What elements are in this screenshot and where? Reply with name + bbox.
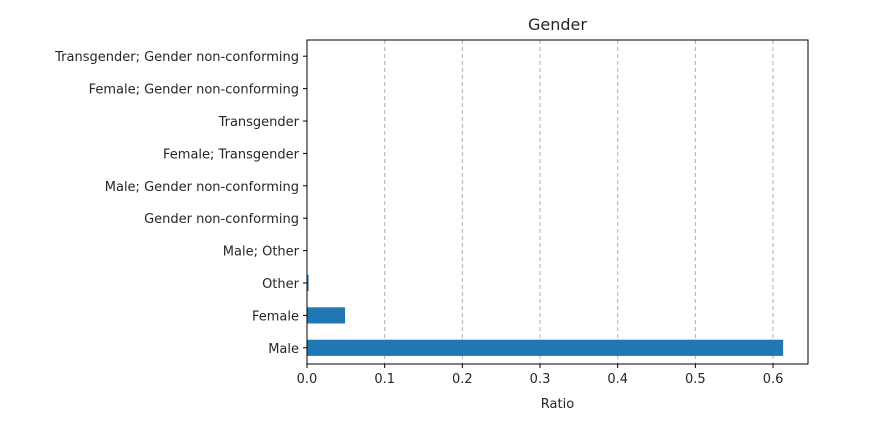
x-tick-label: 0.2 (452, 372, 473, 387)
y-tick-label: Transgender (218, 115, 300, 130)
bar (307, 307, 346, 324)
bars (307, 48, 784, 356)
y-tick-label: Female; Transgender (163, 147, 300, 162)
x-tick-label: 0.1 (374, 372, 395, 387)
x-tick-label: 0.4 (607, 372, 628, 387)
bar (307, 274, 309, 292)
x-axis: 0.0 0.1 0.2 0.3 0.4 0.5 0.6 (297, 364, 784, 387)
y-tick-label: Male (268, 342, 299, 357)
bar (307, 339, 784, 356)
x-tick-label: 0.6 (763, 372, 784, 387)
chart-title: Gender (528, 15, 587, 34)
y-axis: Male Female Other Male; Other Gender non-con… (54, 50, 307, 357)
y-tick-label: Other (262, 277, 300, 292)
grid-lines (384, 40, 774, 364)
x-tick-label: 0.5 (685, 372, 706, 387)
y-tick-label: Male; Other (223, 245, 300, 260)
plot-frame (306, 39, 809, 365)
y-tick-label: Male; Gender non-conforming (105, 180, 299, 195)
x-axis-label: Ratio (541, 397, 574, 412)
x-tick-label: 0.0 (297, 372, 318, 387)
y-tick-label: Female (252, 309, 299, 324)
y-tick-label: Gender non-conforming (144, 212, 299, 227)
y-tick-label: Transgender; Gender non-conforming (54, 50, 299, 65)
x-tick-label: 0.3 (530, 372, 551, 387)
y-tick-label: Female; Gender non-conforming (89, 83, 299, 98)
